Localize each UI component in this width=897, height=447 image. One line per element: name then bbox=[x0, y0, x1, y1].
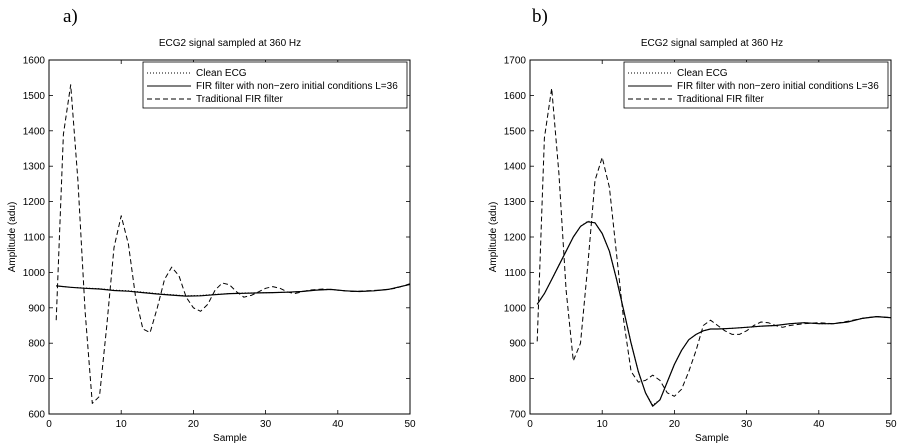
chart-b-xtick-label: 30 bbox=[741, 419, 753, 430]
chart-b-ticks: 0 10 20 30 40 50 700 800 900 1000 1100 1200 1300 1400… bbox=[504, 56, 897, 431]
chart-a-ytick-label: 700 bbox=[28, 374, 45, 385]
chart-a-xtick-label: 30 bbox=[260, 419, 272, 430]
chart-a-legend: Clean ECG FIR filter with non−zero initi… bbox=[142, 61, 408, 109]
chart-a-ytick-label: 1000 bbox=[23, 268, 46, 279]
chart-b-xtick-label: 40 bbox=[813, 419, 825, 430]
chart-a-legend-traditional: Traditional FIR filter bbox=[196, 94, 284, 105]
chart-a-ylabel: Amplitude (adu) bbox=[7, 202, 18, 273]
chart-a-xtick-label: 0 bbox=[46, 419, 52, 430]
panel-label-a: a) bbox=[63, 6, 78, 27]
chart-a-ytick-label: 900 bbox=[28, 303, 45, 314]
chart-b-xtick-label: 20 bbox=[669, 419, 681, 430]
chart-a-title: ECG2 signal sampled at 360 Hz bbox=[159, 38, 301, 49]
chart-b-ytick-label: 1200 bbox=[504, 233, 527, 244]
chart-b-plot-frame bbox=[529, 59, 892, 415]
chart-a-ytick-label: 1400 bbox=[23, 126, 46, 137]
chart-b-ytick-label: 1700 bbox=[504, 56, 527, 67]
chart-b: b) ECG2 signal sampled at 360 Hz 0 10 20 30… bbox=[488, 6, 897, 444]
chart-a-xtick-label: 10 bbox=[116, 419, 128, 430]
chart-a-ytick-label: 600 bbox=[28, 410, 45, 421]
chart-a-ytick-label: 1600 bbox=[23, 56, 46, 67]
chart-b-legend-traditional: Traditional FIR filter bbox=[677, 94, 765, 105]
chart-a-series bbox=[55, 84, 411, 404]
chart-a-legend-box bbox=[142, 61, 408, 109]
chart-b-xtick-label: 50 bbox=[885, 419, 897, 430]
chart-b-ytick-label: 1300 bbox=[504, 197, 527, 208]
chart-b-ytick-label: 1100 bbox=[504, 268, 526, 279]
chart-a-ytick-label: 1500 bbox=[23, 91, 46, 102]
chart-a-ticks: 0 10 20 30 40 50 600 700 800 900 1000 1100 1200 1300 1… bbox=[23, 56, 416, 431]
chart-b-series-dashed bbox=[536, 87, 892, 397]
chart-a-xtick-label: 20 bbox=[188, 419, 200, 430]
chart-b-series bbox=[536, 87, 892, 407]
chart-a-legend-nonzero: FIR filter with non−zero initial conditi… bbox=[196, 81, 398, 92]
chart-a-ytick-label: 800 bbox=[28, 339, 45, 350]
chart-a-xlabel: Sample bbox=[213, 433, 247, 444]
chart-a-xtick-label: 50 bbox=[404, 419, 416, 430]
chart-b-xtick-label: 0 bbox=[527, 419, 533, 430]
chart-b-title: ECG2 signal sampled at 360 Hz bbox=[641, 38, 783, 49]
chart-a-ytick-label: 1200 bbox=[23, 197, 46, 208]
chart-b-ytick-label: 700 bbox=[509, 410, 526, 421]
chart-b-series-solid bbox=[536, 221, 892, 407]
chart-b-legend-clean: Clean ECG bbox=[677, 68, 728, 79]
chart-a-ytick-label: 1100 bbox=[23, 233, 45, 244]
chart-b-ylabel: Amplitude (adu) bbox=[488, 202, 499, 273]
chart-b-ytick-label: 900 bbox=[509, 339, 526, 350]
chart-a-legend-clean: Clean ECG bbox=[196, 68, 247, 79]
chart-a-series-dashed bbox=[55, 84, 411, 404]
chart-b-xtick-label: 10 bbox=[597, 419, 609, 430]
chart-b-legend: Clean ECG FIR filter with non−zero initi… bbox=[623, 61, 889, 109]
chart-a: a) ECG2 signal sampled at 360 Hz 0 10 20 30… bbox=[7, 6, 416, 444]
chart-a-plot-frame bbox=[48, 59, 411, 415]
chart-b-ytick-label: 1400 bbox=[504, 162, 527, 173]
chart-b-legend-box bbox=[623, 61, 889, 109]
chart-b-xlabel: Sample bbox=[695, 433, 729, 444]
chart-b-ytick-label: 800 bbox=[509, 374, 526, 385]
chart-b-legend-nonzero: FIR filter with non−zero initial conditi… bbox=[677, 81, 879, 92]
chart-b-ytick-label: 1500 bbox=[504, 126, 527, 137]
chart-a-ytick-label: 1300 bbox=[23, 162, 46, 173]
chart-b-ytick-label: 1600 bbox=[504, 91, 527, 102]
panel-label-b: b) bbox=[532, 6, 548, 27]
chart-b-ytick-label: 1000 bbox=[504, 303, 527, 314]
chart-a-xtick-label: 40 bbox=[332, 419, 344, 430]
